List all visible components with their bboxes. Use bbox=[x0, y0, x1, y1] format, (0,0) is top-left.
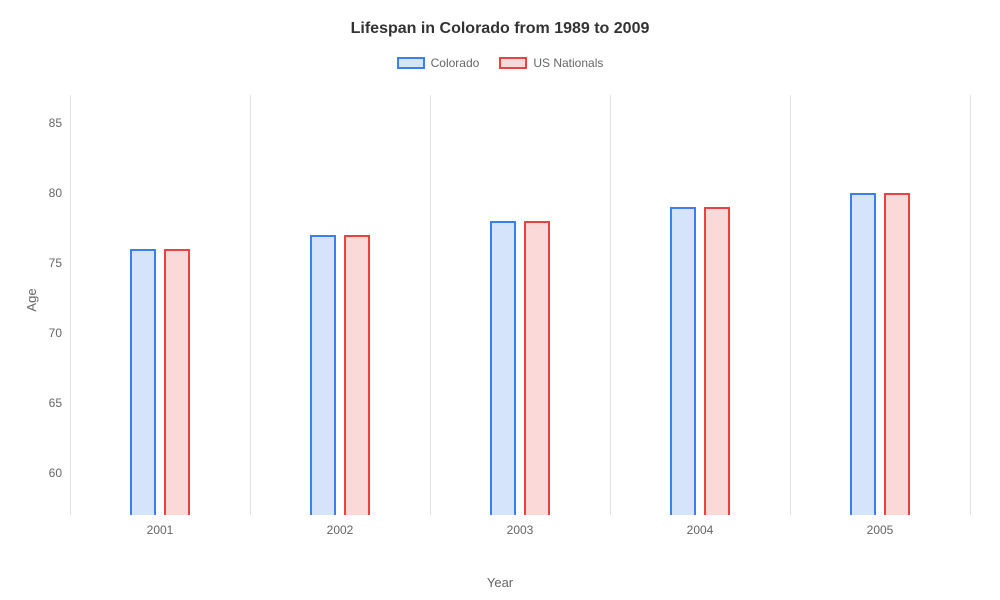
y-tick-label: 70 bbox=[49, 326, 62, 340]
grid-line bbox=[970, 95, 971, 515]
grid-line bbox=[790, 95, 791, 515]
y-tick-label: 85 bbox=[49, 116, 62, 130]
chart-container: Lifespan in Colorado from 1989 to 2009 C… bbox=[0, 0, 1000, 600]
bar bbox=[490, 221, 516, 515]
bar bbox=[130, 249, 156, 515]
y-tick-label: 65 bbox=[49, 396, 62, 410]
chart-title: Lifespan in Colorado from 1989 to 2009 bbox=[0, 0, 1000, 38]
bar bbox=[310, 235, 336, 515]
legend-item: Colorado bbox=[397, 56, 480, 70]
bar bbox=[524, 221, 550, 515]
x-axis-label: Year bbox=[487, 575, 513, 590]
x-tick-label: 2004 bbox=[687, 523, 714, 537]
plot-area: 60657075808520012002200320042005 bbox=[70, 95, 970, 515]
bar bbox=[164, 249, 190, 515]
grid-line bbox=[610, 95, 611, 515]
bar bbox=[670, 207, 696, 515]
legend-swatch bbox=[499, 57, 527, 69]
x-tick-label: 2003 bbox=[507, 523, 534, 537]
bar bbox=[344, 235, 370, 515]
y-tick-label: 75 bbox=[49, 256, 62, 270]
bar bbox=[850, 193, 876, 515]
y-tick-label: 60 bbox=[49, 466, 62, 480]
x-tick-label: 2005 bbox=[867, 523, 894, 537]
legend-swatch bbox=[397, 57, 425, 69]
bar bbox=[704, 207, 730, 515]
grid-line bbox=[430, 95, 431, 515]
legend: Colorado US Nationals bbox=[0, 56, 1000, 70]
legend-label: Colorado bbox=[431, 56, 480, 70]
legend-label: US Nationals bbox=[533, 56, 603, 70]
x-tick-label: 2001 bbox=[147, 523, 174, 537]
y-tick-label: 80 bbox=[49, 186, 62, 200]
grid-line bbox=[250, 95, 251, 515]
grid-line bbox=[70, 95, 71, 515]
bar bbox=[884, 193, 910, 515]
x-tick-label: 2002 bbox=[327, 523, 354, 537]
legend-item: US Nationals bbox=[499, 56, 603, 70]
y-axis-label: Age bbox=[24, 288, 39, 311]
